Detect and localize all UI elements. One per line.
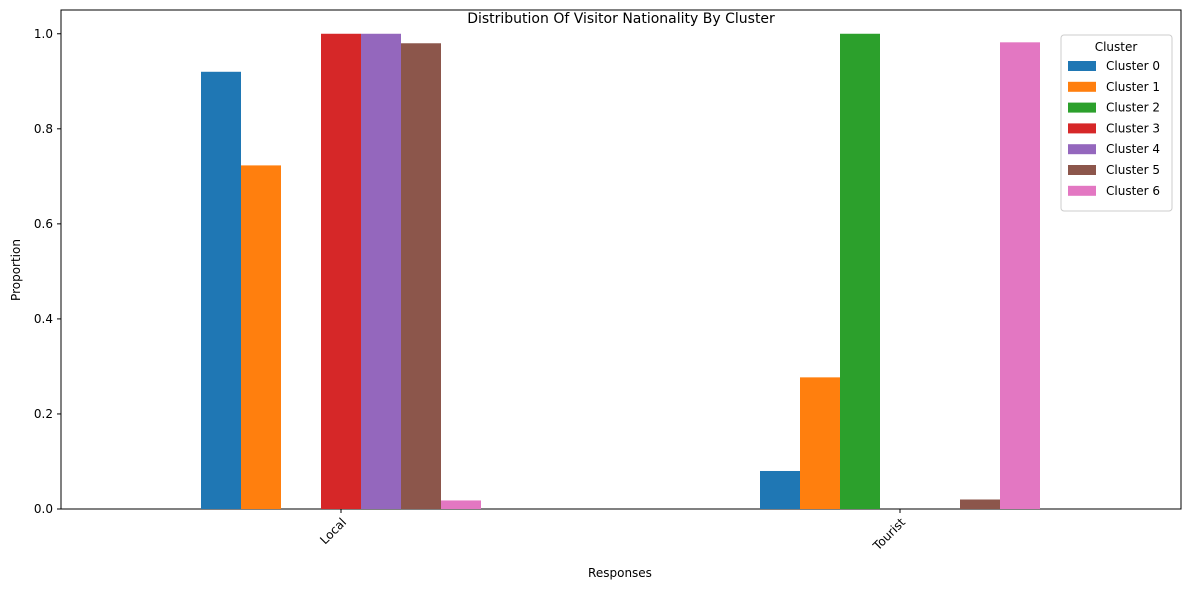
y-tick-label: 1.0 <box>34 27 53 41</box>
bar-cluster-0-local <box>201 71 241 510</box>
y-tick-label: 0.8 <box>34 122 53 136</box>
legend-label-cluster-1: Cluster 1 <box>1106 80 1160 94</box>
legend-label-cluster-3: Cluster 3 <box>1106 121 1160 135</box>
legend-label-cluster-2: Cluster 2 <box>1106 101 1160 115</box>
legend-swatch-cluster-3 <box>1068 123 1096 134</box>
y-tick-label: 0.4 <box>34 312 53 326</box>
bar-cluster-1-local <box>241 165 281 509</box>
legend-swatch-cluster-2 <box>1068 102 1096 113</box>
legend-swatch-cluster-1 <box>1068 81 1096 92</box>
chart-title: Distribution Of Visitor Nationality By C… <box>467 11 775 27</box>
bar-cluster-0-tourist <box>760 470 800 509</box>
y-tick-label: 0.2 <box>34 407 53 421</box>
y-axis-label: Proportion <box>9 239 23 301</box>
legend-swatch-cluster-6 <box>1068 185 1096 196</box>
y-tick-label: 0.6 <box>34 217 53 231</box>
legend-items: Cluster 0 Cluster 1 Cluster 2 Cluster 3 Clus… <box>1068 59 1160 198</box>
legend-swatch-cluster-4 <box>1068 144 1096 155</box>
legend-title: Cluster <box>1095 40 1138 54</box>
x-axis: Local Tourist <box>317 509 908 554</box>
plot-area: 0.0 0.2 0.4 0.6 0.8 1.0 Local Tourist <box>34 9 1182 554</box>
x-axis-label: Responses <box>588 566 652 580</box>
bar-cluster-5-tourist <box>960 499 1000 509</box>
bar-cluster-6-tourist <box>1000 42 1040 509</box>
y-axis: 0.0 0.2 0.4 0.6 0.8 1.0 <box>34 27 61 516</box>
x-tick-label-tourist: Tourist <box>870 515 909 554</box>
bar-cluster-2-tourist <box>840 33 880 510</box>
bar-cluster-6-local <box>441 500 481 509</box>
bars-group <box>201 33 1040 510</box>
legend-label-cluster-4: Cluster 4 <box>1106 142 1160 156</box>
legend-label-cluster-6: Cluster 6 <box>1106 184 1160 198</box>
legend-swatch-cluster-0 <box>1068 61 1096 71</box>
bar-cluster-5-local <box>401 43 441 510</box>
legend-label-cluster-0: Cluster 0 <box>1106 59 1160 73</box>
y-tick-label: 0.0 <box>34 502 53 516</box>
bar-cluster-1-tourist <box>800 377 840 509</box>
bar-cluster-4-local <box>361 33 401 510</box>
legend-label-cluster-5: Cluster 5 <box>1106 163 1160 177</box>
legend-swatch-cluster-5 <box>1068 165 1096 175</box>
x-tick-label-local: Local <box>317 515 349 547</box>
bar-cluster-3-local <box>321 33 361 510</box>
plot-frame <box>60 9 1182 510</box>
